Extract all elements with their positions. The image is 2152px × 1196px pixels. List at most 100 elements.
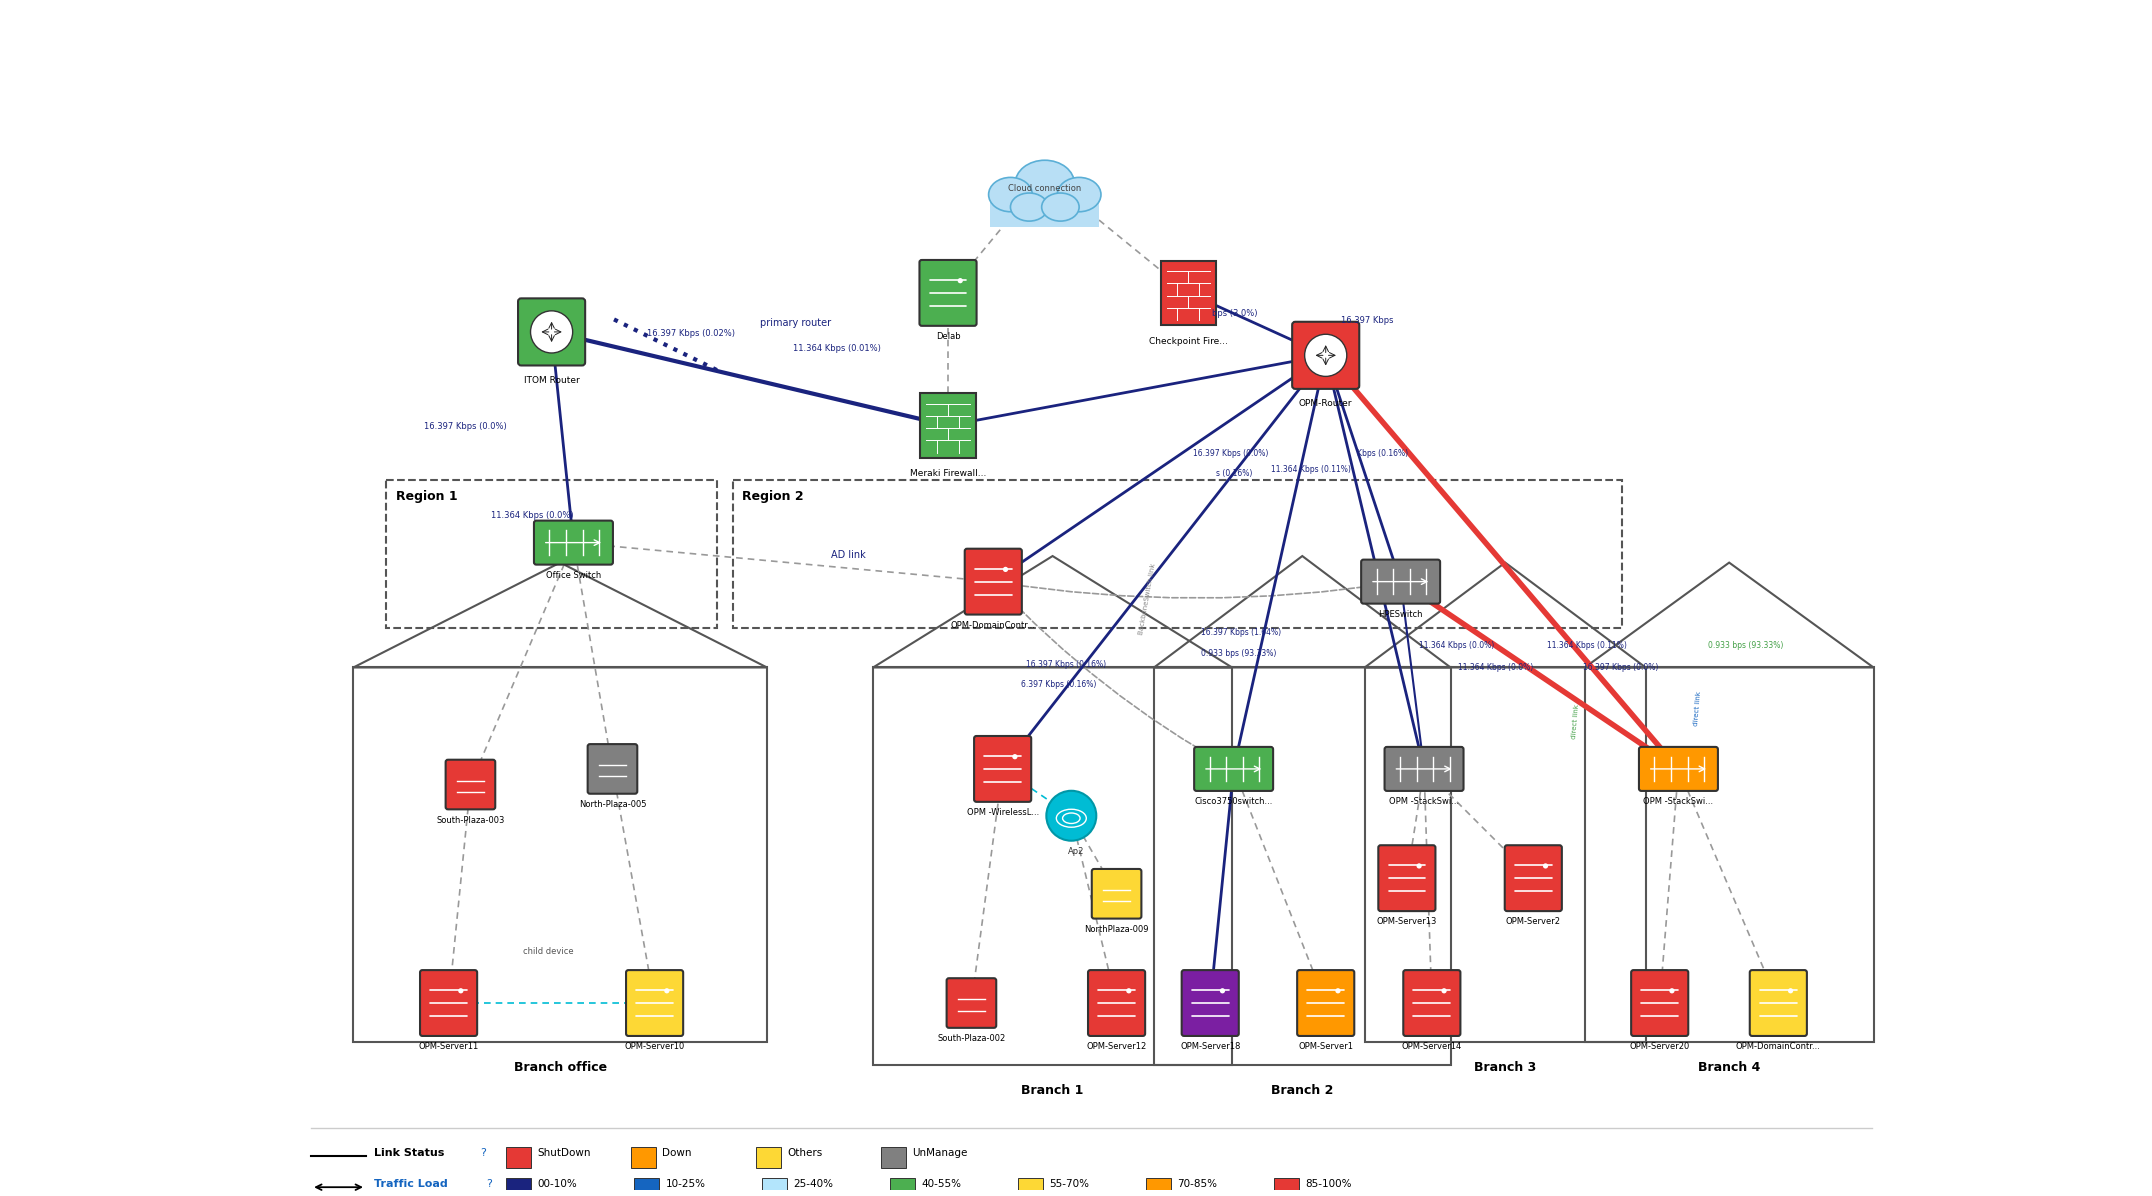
Text: HPESwitch: HPESwitch — [1379, 610, 1422, 618]
Text: ?: ? — [486, 1179, 493, 1189]
Text: Branch 4: Branch 4 — [1698, 1061, 1760, 1074]
Text: OPM-Server18: OPM-Server18 — [1179, 1042, 1240, 1051]
Text: Branch 1: Branch 1 — [1022, 1085, 1085, 1097]
Text: 16.397 Kbps (1.64%): 16.397 Kbps (1.64%) — [1201, 628, 1280, 637]
Text: 11.364 Kbps (0.0%): 11.364 Kbps (0.0%) — [491, 512, 572, 520]
FancyBboxPatch shape — [1631, 970, 1689, 1036]
Text: BackboneSwitch link: BackboneSwitch link — [1138, 563, 1158, 635]
Text: North-Plaza-005: North-Plaza-005 — [579, 800, 646, 810]
Text: 16.397 Kbps (0.16%): 16.397 Kbps (0.16%) — [1027, 660, 1106, 669]
Text: Branch 2: Branch 2 — [1272, 1085, 1334, 1097]
Text: OPM-DomainContr...: OPM-DomainContr... — [1737, 1042, 1821, 1051]
FancyBboxPatch shape — [921, 393, 975, 458]
Circle shape — [1442, 988, 1446, 994]
Bar — [1153, 667, 1450, 1066]
Text: Kbps (0.16%): Kbps (0.16%) — [1358, 448, 1407, 458]
Text: 16.397 Kbps (0.0%): 16.397 Kbps (0.0%) — [1584, 663, 1659, 672]
Text: OPM -StackSwi...: OPM -StackSwi... — [1388, 797, 1459, 806]
Text: South-Plaza-002: South-Plaza-002 — [938, 1035, 1005, 1043]
Bar — [385, 480, 717, 628]
FancyBboxPatch shape — [1194, 748, 1274, 791]
FancyBboxPatch shape — [947, 978, 996, 1027]
Bar — [1364, 667, 1646, 1042]
Circle shape — [1670, 988, 1674, 994]
Text: 11.364 Kbps (0.11%): 11.364 Kbps (0.11%) — [1547, 641, 1627, 649]
Ellipse shape — [1042, 193, 1078, 221]
Text: OPM -WirelessL...: OPM -WirelessL... — [966, 808, 1039, 817]
Bar — [1584, 667, 1874, 1042]
Bar — [732, 480, 1623, 628]
Circle shape — [1046, 791, 1095, 841]
Text: 00-10%: 00-10% — [538, 1179, 577, 1189]
Circle shape — [1416, 864, 1422, 868]
Text: Office Switch: Office Switch — [547, 570, 600, 580]
Circle shape — [532, 311, 572, 353]
Text: 0.933 bps (93.33%): 0.933 bps (93.33%) — [1201, 648, 1276, 658]
Text: OPM-Server2: OPM-Server2 — [1506, 917, 1560, 926]
Text: 40-55%: 40-55% — [921, 1179, 962, 1189]
FancyBboxPatch shape — [1089, 970, 1145, 1036]
Text: Down: Down — [663, 1148, 693, 1158]
FancyBboxPatch shape — [1750, 970, 1808, 1036]
Text: OPM-Server11: OPM-Server11 — [417, 1042, 478, 1051]
Text: Ap2: Ap2 — [1067, 847, 1085, 856]
Text: 55-70%: 55-70% — [1050, 1179, 1089, 1189]
Text: 16.397 Kbps (0.0%): 16.397 Kbps (0.0%) — [424, 422, 506, 432]
Bar — [762, 1178, 788, 1196]
Circle shape — [1003, 567, 1007, 572]
Circle shape — [1543, 864, 1547, 868]
Text: Cloud connection: Cloud connection — [1007, 184, 1082, 193]
Text: Traffic Load: Traffic Load — [374, 1179, 448, 1189]
Text: Region 2: Region 2 — [742, 489, 803, 502]
Text: 11.364 Kbps (0.11%): 11.364 Kbps (0.11%) — [1272, 464, 1351, 474]
FancyBboxPatch shape — [1640, 748, 1717, 791]
Bar — [506, 1147, 532, 1168]
FancyBboxPatch shape — [1291, 322, 1360, 389]
Text: ShutDown: ShutDown — [538, 1148, 592, 1158]
FancyBboxPatch shape — [919, 260, 977, 325]
Text: direct link: direct link — [1694, 691, 1702, 726]
FancyBboxPatch shape — [534, 520, 613, 565]
Bar — [353, 667, 766, 1042]
Circle shape — [1125, 988, 1132, 994]
Text: OPM-Router: OPM-Router — [1300, 399, 1351, 408]
Circle shape — [1220, 988, 1224, 994]
Text: OPM-Server10: OPM-Server10 — [624, 1042, 684, 1051]
FancyBboxPatch shape — [964, 549, 1022, 615]
Text: 16.397 Kbps (0.02%): 16.397 Kbps (0.02%) — [648, 329, 734, 337]
Text: bps (3.0%): bps (3.0%) — [1212, 309, 1257, 317]
Text: Meraki Firewall...: Meraki Firewall... — [910, 469, 986, 478]
FancyBboxPatch shape — [519, 298, 585, 366]
Text: 25-40%: 25-40% — [794, 1179, 833, 1189]
Text: 16.397 Kbps: 16.397 Kbps — [1341, 316, 1394, 325]
Circle shape — [458, 988, 463, 994]
FancyBboxPatch shape — [1160, 261, 1216, 325]
Ellipse shape — [1016, 160, 1074, 207]
Text: 85-100%: 85-100% — [1306, 1179, 1351, 1189]
FancyBboxPatch shape — [445, 759, 495, 810]
Text: OPM-Server13: OPM-Server13 — [1377, 917, 1438, 926]
Circle shape — [958, 277, 962, 283]
Text: OPM-Server20: OPM-Server20 — [1629, 1042, 1689, 1051]
Text: Branch office: Branch office — [514, 1061, 607, 1074]
Text: Cisco3750switch...: Cisco3750switch... — [1194, 797, 1272, 806]
FancyBboxPatch shape — [1298, 970, 1354, 1036]
Circle shape — [665, 988, 669, 994]
FancyBboxPatch shape — [1091, 869, 1141, 919]
Bar — [880, 1147, 906, 1168]
Text: Region 1: Region 1 — [396, 489, 456, 502]
FancyBboxPatch shape — [1377, 846, 1435, 911]
Text: Others: Others — [788, 1148, 822, 1158]
Text: child device: child device — [523, 947, 575, 956]
Text: 11.364 Kbps (0.0%): 11.364 Kbps (0.0%) — [1459, 663, 1534, 672]
Text: OPM-Server1: OPM-Server1 — [1298, 1042, 1354, 1051]
Text: 6.397 Kbps (0.16%): 6.397 Kbps (0.16%) — [1022, 681, 1098, 689]
Circle shape — [1788, 988, 1793, 994]
Text: s (0.16%): s (0.16%) — [1216, 469, 1252, 478]
FancyBboxPatch shape — [420, 970, 478, 1036]
Bar — [631, 1147, 656, 1168]
Text: OPM -StackSwi...: OPM -StackSwi... — [1644, 797, 1713, 806]
FancyBboxPatch shape — [1384, 748, 1463, 791]
FancyBboxPatch shape — [1181, 970, 1240, 1036]
Text: Link Status: Link Status — [374, 1148, 443, 1158]
